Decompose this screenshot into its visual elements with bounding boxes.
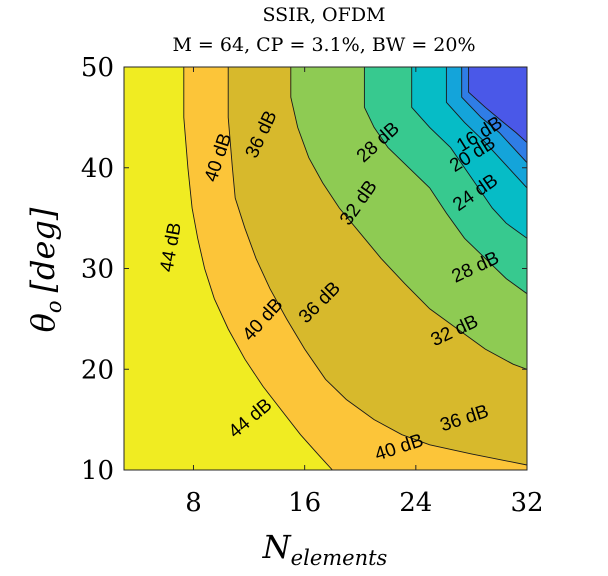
y-tick-label: 20 <box>81 355 114 385</box>
x-axis-label-subscript: elements <box>291 546 388 570</box>
x-tick-label: 24 <box>399 488 432 518</box>
y-tick-label: 40 <box>81 154 114 184</box>
contour-line-44 <box>183 67 333 470</box>
x-tick-label: 8 <box>185 488 202 518</box>
x-tick-label: 32 <box>510 488 543 518</box>
contour-line-16 <box>468 67 527 143</box>
y-axis-label-unit: [deg] <box>24 207 62 292</box>
contour-lines <box>183 67 527 470</box>
chart-subtitle: M = 64, CP = 3.1%, BW = 20% <box>172 34 475 56</box>
contour-line-24 <box>445 67 527 189</box>
x-axis-label-main: N <box>262 528 292 566</box>
contour-line-40 <box>227 67 527 466</box>
contour-line-28 <box>411 67 527 239</box>
contour-line-20 <box>461 67 527 164</box>
x-tick-label: 16 <box>288 488 321 518</box>
y-tick-labels: 10 20 30 40 50 <box>81 53 114 486</box>
contour-line-32 <box>363 67 527 295</box>
y-axis-label-subscript: o <box>42 300 66 313</box>
y-tick-label: 10 <box>81 456 114 486</box>
y-axis-label-main: θ <box>24 313 62 332</box>
chart-title: SSIR, OFDM <box>262 4 385 26</box>
y-axis-label: θo [deg] <box>24 207 66 332</box>
y-tick-label: 50 <box>81 53 114 83</box>
contour-region-16 <box>468 67 527 143</box>
contour-fills <box>183 67 527 470</box>
y-tick-label: 30 <box>81 255 114 285</box>
x-tick-labels: 8 16 24 32 <box>185 488 543 518</box>
x-axis-label: Nelements <box>262 528 388 570</box>
contour-line-36 <box>290 67 527 370</box>
axis-ticks <box>124 66 528 471</box>
